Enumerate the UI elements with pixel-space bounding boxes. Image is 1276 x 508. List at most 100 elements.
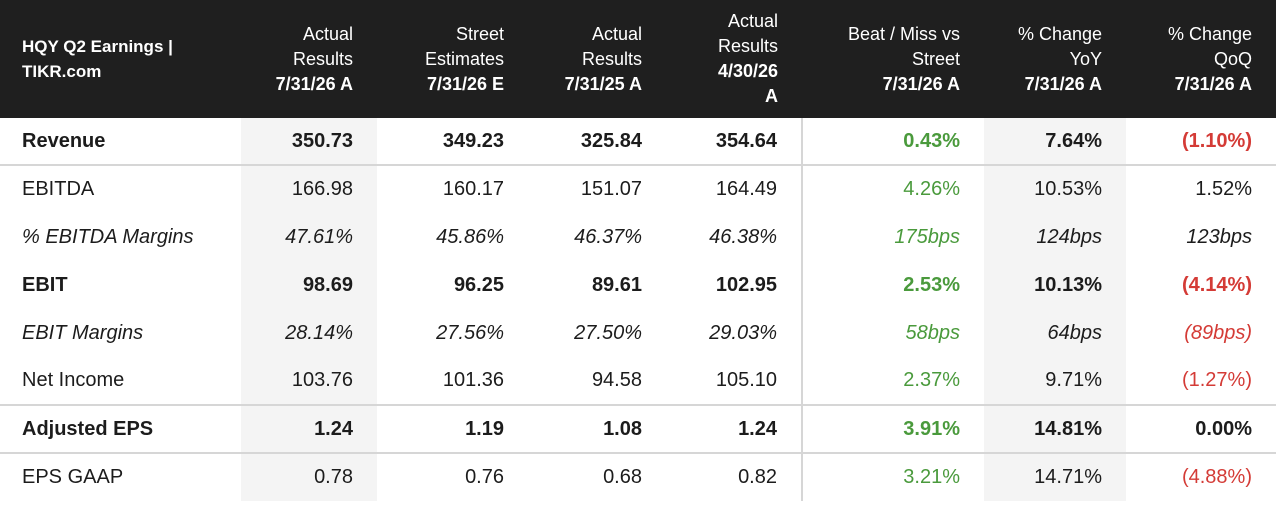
- cell-beat-miss: 175bps: [894, 225, 960, 248]
- cell-change-yoy: 7.64%: [984, 118, 1126, 165]
- cell-actual-prior-year: 0.68: [528, 452, 666, 501]
- column-header-change-yoy: % Change YoY 7/31/26 A: [984, 0, 1126, 118]
- cell-change-yoy: 10.13%: [984, 261, 1126, 309]
- cell-actual-prior-quarter: 0.82: [666, 452, 803, 501]
- table-row-ebitda: EBITDA 166.98 160.17 151.07 164.49 4.26%…: [0, 164, 1276, 213]
- cell-change-yoy: 124bps: [984, 213, 1126, 261]
- column-header-line1: Actual: [727, 11, 778, 31]
- column-header-date: 7/31/25 A: [564, 73, 642, 94]
- row-label: EBIT: [22, 273, 68, 296]
- cell-change-yoy: 64bps: [984, 309, 1126, 357]
- cell-actual-prior-quarter: 105.10: [666, 357, 803, 405]
- cell-change-yoy: 14.71%: [984, 452, 1126, 501]
- cell-beat-miss: 58bps: [905, 321, 961, 344]
- column-header-line2: Estimates: [424, 48, 504, 69]
- column-header-line2: YoY: [1069, 48, 1102, 69]
- cell-street-estimate: 160.17: [377, 164, 528, 213]
- row-label: % EBITDA Margins: [22, 225, 194, 248]
- cell-actual-prior-quarter: 102.95: [666, 261, 803, 309]
- cell-actual-prior-quarter: 1.24: [666, 404, 803, 453]
- cell-change-yoy: 10.53%: [984, 164, 1126, 213]
- column-header-line1: Actual: [591, 23, 642, 44]
- cell-change-qoq: 0.00%: [1126, 404, 1276, 453]
- cell-actual-current: 0.78: [241, 452, 377, 501]
- table-row-net-income: Net Income 103.76 101.36 94.58 105.10 2.…: [0, 357, 1276, 405]
- row-label: EBIT Margins: [22, 321, 144, 344]
- cell-actual-prior-year: 151.07: [528, 164, 666, 213]
- column-header-line1: Street: [455, 23, 504, 44]
- table-row-adjusted-eps: Adjusted EPS 1.24 1.19 1.08 1.24 3.91% 1…: [0, 404, 1276, 453]
- table-title-line2: TIKR.com: [22, 62, 102, 81]
- column-header-line2: Results: [717, 36, 778, 56]
- cell-actual-prior-quarter: 29.03%: [666, 309, 803, 357]
- cell-actual-current: 166.98: [241, 164, 377, 213]
- table-row-ebitda-margins: % EBITDA Margins 47.61% 45.86% 46.37% 46…: [0, 213, 1276, 261]
- column-header-line1: % Change: [1017, 23, 1102, 44]
- cell-beat-miss: 3.21%: [802, 452, 984, 501]
- cell-street-estimate: 1.19: [377, 404, 528, 453]
- column-header-change-qoq: % Change QoQ 7/31/26 A: [1126, 0, 1276, 118]
- column-header-actual-prior-quarter: Actual Results 4/30/26 A: [666, 0, 802, 118]
- cell-street-estimate: 27.56%: [436, 321, 504, 344]
- row-label: EBITDA: [0, 164, 241, 213]
- cell-street-estimate: 101.36: [442, 369, 504, 391]
- column-header-line2: QoQ: [1213, 48, 1252, 69]
- cell-beat-miss: 3.91%: [802, 404, 984, 453]
- cell-actual-current: 1.24: [241, 404, 377, 453]
- cell-actual-current: 28.14%: [241, 309, 377, 357]
- table-row-ebit-margins: EBIT Margins 28.14% 27.56% 27.50% 29.03%…: [0, 309, 1276, 357]
- table-row-ebit: EBIT 98.69 96.25 89.61 102.95 2.53% 10.1…: [0, 261, 1276, 309]
- row-label: EPS GAAP: [0, 452, 241, 501]
- row-label: Revenue: [22, 129, 106, 152]
- row-label: Net Income: [22, 369, 125, 391]
- column-header-line1: Actual: [302, 23, 353, 44]
- column-header-date: 7/31/26 A: [1024, 73, 1102, 94]
- cell-change-qoq: (89bps): [1184, 321, 1252, 344]
- cell-actual-prior-year: 89.61: [591, 273, 642, 296]
- table-row-revenue: Revenue 350.73 349.23 325.84 354.64 0.43…: [0, 118, 1276, 165]
- table-body: Revenue 350.73 349.23 325.84 354.64 0.43…: [0, 118, 1276, 501]
- cell-actual-prior-quarter: 164.49: [666, 164, 803, 213]
- cell-street-estimate: 96.25: [453, 273, 504, 296]
- cell-actual-prior-year: 325.84: [580, 129, 642, 152]
- column-header-line2: Street: [911, 48, 960, 69]
- cell-change-yoy: 14.81%: [984, 404, 1126, 453]
- cell-actual-prior-year: 1.08: [528, 404, 666, 453]
- column-header-date-suffix: A: [765, 86, 778, 106]
- cell-street-estimate: 0.76: [377, 452, 528, 501]
- column-header-date: 7/31/26 A: [275, 73, 353, 94]
- table-header: HQY Q2 Earnings | TIKR.com Actual Result…: [0, 0, 1276, 118]
- column-header-line1: % Change: [1167, 23, 1252, 44]
- column-header-date: 7/31/26 A: [1174, 73, 1252, 94]
- column-header-line2: Results: [292, 48, 353, 69]
- cell-actual-prior-year: 46.37%: [574, 225, 642, 248]
- column-header-line1: Beat / Miss vs: [847, 23, 960, 44]
- cell-actual-current: 47.61%: [241, 213, 377, 261]
- cell-beat-miss: 2.37%: [903, 369, 960, 391]
- cell-beat-miss: 2.53%: [903, 273, 960, 296]
- cell-beat-miss: 0.43%: [903, 129, 960, 152]
- cell-change-qoq: (4.88%): [1126, 452, 1276, 501]
- column-header-actual-prior-year: Actual Results 7/31/25 A: [528, 0, 666, 118]
- cell-street-estimate: 349.23: [442, 129, 504, 152]
- table-row-eps-gaap: EPS GAAP 0.78 0.76 0.68 0.82 3.21% 14.71…: [0, 452, 1276, 501]
- column-header-line2: Results: [581, 48, 642, 69]
- cell-beat-miss: 4.26%: [802, 164, 984, 213]
- cell-actual-current: 98.69: [241, 261, 377, 309]
- cell-actual-current: 103.76: [241, 357, 377, 405]
- table-title-line1: HQY Q2 Earnings |: [22, 37, 173, 56]
- cell-change-qoq: 123bps: [1186, 225, 1252, 248]
- column-header-beat-miss: Beat / Miss vs Street 7/31/26 A: [802, 0, 984, 118]
- row-label: Adjusted EPS: [0, 404, 241, 453]
- cell-change-qoq: (1.27%): [1181, 369, 1252, 391]
- column-header-date: 4/30/26: [717, 61, 778, 81]
- cell-actual-prior-year: 94.58: [591, 369, 642, 391]
- cell-street-estimate: 45.86%: [436, 225, 504, 248]
- cell-actual-prior-quarter: 354.64: [666, 118, 803, 165]
- column-header-street-estimates: Street Estimates 7/31/26 E: [377, 0, 528, 118]
- column-header-date: 7/31/26 A: [882, 73, 960, 94]
- cell-change-yoy: 9.71%: [984, 357, 1126, 405]
- cell-change-qoq: (4.14%): [1181, 273, 1252, 296]
- cell-change-qoq: (1.10%): [1181, 129, 1252, 152]
